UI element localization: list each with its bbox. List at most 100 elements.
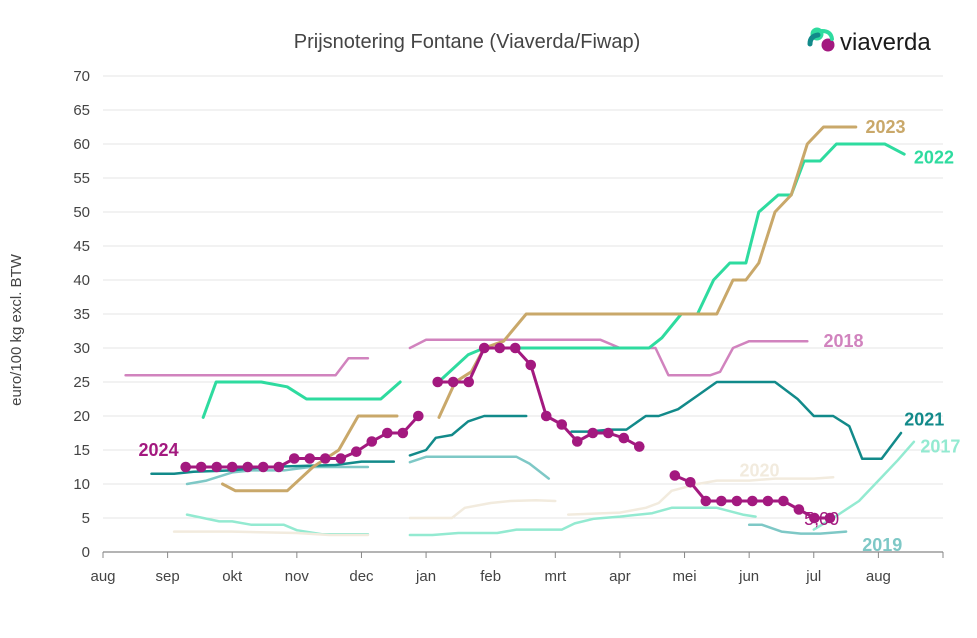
series-2024-point-2-10 — [824, 512, 836, 524]
x-tick-nov-3: nov — [285, 568, 310, 585]
x-tick-mei-9: mei — [672, 568, 696, 585]
x-tick-jun-10: jun — [738, 568, 759, 585]
series-2024-point-1-13 — [634, 441, 645, 452]
y-tick-25: 25 — [73, 374, 90, 391]
series-2024-point-2-6 — [762, 495, 774, 507]
series-2024-point-1-0 — [432, 376, 444, 388]
series-2024-point-1-4 — [494, 342, 506, 354]
series-2022-segment-1 — [440, 142, 906, 381]
series-2024-point-0-6 — [273, 461, 285, 473]
series-2022-segment-0 — [201, 380, 402, 419]
series-2024-point-1-5 — [509, 342, 521, 354]
series-2024-point-1-2 — [463, 376, 475, 388]
series-2019-segment-0 — [185, 465, 370, 486]
y-tick-45: 45 — [73, 238, 90, 255]
x-tick-jan-5: jan — [415, 568, 436, 585]
series-2023-segment-1 — [437, 125, 858, 419]
viaverda-logo: viaverda — [807, 27, 931, 56]
brand-name: viaverda — [840, 29, 931, 56]
gridlines — [103, 75, 943, 519]
series-2024-point-0-13 — [382, 427, 393, 439]
series-2020-segment-2 — [566, 475, 835, 516]
viaverda-logo-icon — [807, 27, 835, 52]
x-tick-feb-6: feb — [480, 568, 501, 585]
y-tick-20: 20 — [73, 408, 90, 425]
series-2024-point-0-5 — [257, 461, 269, 473]
series-label-2018: 2018 — [823, 331, 863, 351]
series-label-2019: 2019 — [862, 535, 902, 555]
x-tick-jul-11: jul — [805, 568, 821, 585]
y-tick-labels: 0 5 10 15 20 25 30 35 40 45 50 55 60 65 70 — [73, 68, 90, 561]
x-tick-mrt-7: mrt — [544, 568, 566, 585]
series-2024-point-0-4 — [242, 461, 254, 473]
series-2024-point-1-9 — [571, 436, 583, 447]
series-2024-point-1-6 — [525, 359, 537, 371]
series-2023 — [221, 125, 858, 493]
x-tick-aug-12: aug — [866, 568, 891, 585]
y-tick-35: 35 — [73, 306, 90, 323]
y-tick-5: 5 — [82, 510, 90, 527]
series-2024-point-0-0 — [180, 461, 192, 473]
series-2024-point-1-10 — [587, 427, 599, 439]
series-2024-point-0-1 — [195, 461, 207, 473]
series-2024-point-2-7 — [778, 495, 789, 507]
y-tick-30: 30 — [73, 340, 90, 357]
series-label-2022: 2022 — [914, 148, 954, 168]
series-label-2023: 2023 — [865, 117, 905, 137]
series-2020-segment-1 — [408, 499, 557, 520]
y-tick-55: 55 — [73, 170, 90, 187]
series-lines — [124, 125, 916, 537]
series-label-2017: 2017 — [920, 437, 960, 457]
series-2024-point-0-15 — [413, 410, 424, 422]
x-tick-aug-0: aug — [90, 568, 115, 585]
series-2019 — [185, 455, 848, 535]
series-label-2021: 2021 — [904, 409, 944, 429]
series-2024-point-2-8 — [793, 504, 805, 515]
series-2020 — [172, 475, 835, 537]
x-tick-sep-1: sep — [156, 568, 180, 585]
series-2024-point-0-8 — [304, 453, 316, 464]
series-2024-point-1-12 — [618, 432, 630, 444]
y-tick-50: 50 — [73, 204, 90, 221]
series-2019-segment-1 — [408, 455, 551, 480]
x-tick-okt-2: okt — [222, 568, 243, 585]
series-2022 — [201, 142, 906, 419]
series-2021 — [150, 380, 903, 476]
y-tick-15: 15 — [73, 442, 90, 459]
series-2023-segment-0 — [221, 414, 399, 493]
series-2024-point-1-8 — [556, 419, 568, 430]
x-tick-dec-4: dec — [349, 568, 374, 585]
y-tick-60: 60 — [73, 136, 90, 153]
series-2021-segment-1 — [408, 414, 528, 457]
series-2018-segment-1 — [408, 338, 809, 377]
series-2024-point-2-9 — [809, 512, 820, 524]
series-2024-point-1-7 — [540, 410, 552, 422]
series-2018-segment-0 — [124, 356, 370, 377]
series-2024-point-2-0 — [669, 470, 681, 481]
series-2024-point-2-1 — [685, 477, 696, 488]
series-label-2020: 2020 — [739, 460, 779, 480]
y-tick-0: 0 — [82, 544, 90, 561]
series-2021-segment-2 — [570, 380, 903, 461]
series-2024-point-2-5 — [747, 495, 758, 507]
y-tick-70: 70 — [73, 68, 90, 85]
x-tick-apr-8: apr — [609, 568, 631, 585]
x-axis: aug sep okt nov dec jan feb mrt apr mei jun jul aug — [90, 551, 944, 585]
series-2018 — [124, 338, 809, 377]
series-2024-point-2-2 — [700, 495, 712, 507]
series-2024-point-1-1 — [447, 376, 459, 388]
series-2024-point-0-7 — [288, 453, 300, 464]
series-2024-point-2-3 — [716, 495, 727, 507]
series-2019-segment-2 — [747, 523, 848, 535]
series-2024-point-0-2 — [211, 461, 223, 473]
series-2017-segment-1 — [408, 506, 757, 537]
y-tick-65: 65 — [73, 102, 90, 119]
chart-title: Prijsnotering Fontane (Viaverda/Fiwap) — [294, 31, 640, 53]
value-annotation: 5,00 — [804, 509, 839, 529]
series-2024 — [180, 342, 836, 524]
series-2020-segment-0 — [172, 530, 370, 537]
y-tick-10: 10 — [73, 476, 90, 493]
series-2024-point-0-11 — [350, 446, 362, 458]
